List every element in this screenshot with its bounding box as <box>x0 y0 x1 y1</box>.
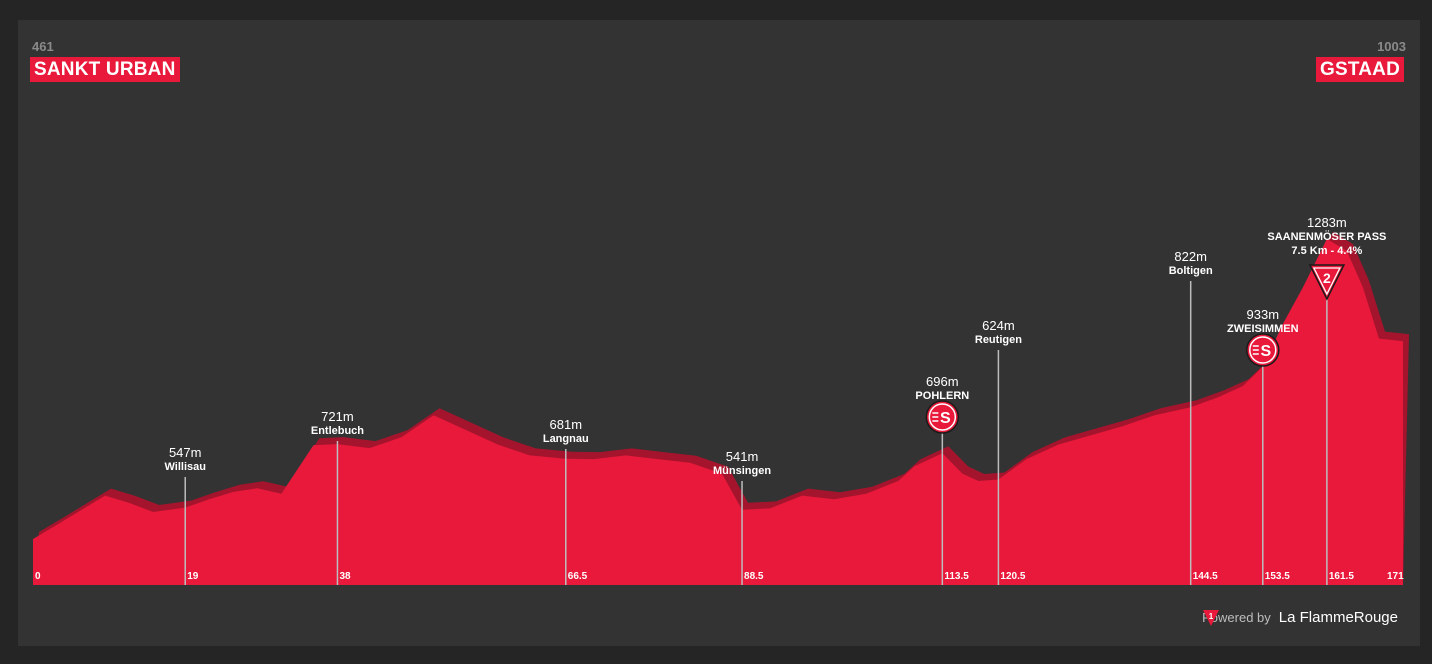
km-tick-label: 66.5 <box>567 571 588 582</box>
waypoint-name: Münsingen <box>713 465 772 477</box>
waypoint-label: 1283m SAANENMÖSER PASS 7.5 Km - 4.4% <box>1267 215 1386 258</box>
waypoint-label: 721m Entlebuch <box>311 409 364 438</box>
start-altitude: 461 <box>32 39 54 54</box>
svg-text:S: S <box>940 410 951 427</box>
waypoint-label: 822m Boltigen <box>1169 249 1213 278</box>
waypoint-altitude: 822m <box>1174 249 1207 264</box>
waypoint-label: 624m Reutigen <box>975 318 1022 347</box>
waypoint-altitude: 541m <box>725 449 759 464</box>
stage-profile: 461 SANKT URBAN 1003 GSTAAD S S 2 0 171 547m… <box>18 20 1420 646</box>
waypoint-label: 933m ZWEISIMMEN <box>1227 307 1299 336</box>
km-tick-label: 120.5 <box>1000 571 1026 582</box>
climb-detail: 7.5 Km - 4.4% <box>1291 245 1363 257</box>
waypoint-altitude: 1283m <box>1306 215 1347 230</box>
flamme-rouge-flag-icon: 1 <box>1203 610 1220 626</box>
sprint-marker-icon: S <box>1246 333 1280 367</box>
waypoint-name: Langnau <box>542 433 589 445</box>
kom-category-marker-icon: 2 <box>1308 264 1346 301</box>
km-tick-label: 88.5 <box>744 571 764 582</box>
waypoint-name: POHLERN <box>915 390 970 402</box>
waypoint-altitude: 933m <box>1246 307 1280 322</box>
waypoint-name: Reutigen <box>974 334 1022 346</box>
footer-credit: Powered by 1 La FlammeRouge <box>1202 609 1398 626</box>
elevation-chart: S S 2 <box>33 232 1409 585</box>
svg-text:S: S <box>1260 343 1271 360</box>
km-tick-label: 144.5 <box>1192 571 1218 582</box>
waypoint-altitude: 696m <box>926 374 959 389</box>
waypoint-name: SAANENMÖSER PASS <box>1267 231 1387 243</box>
svg-text:1: 1 <box>1209 612 1214 621</box>
finish-name-label: GSTAAD <box>1315 57 1404 82</box>
waypoint-altitude: 681m <box>549 417 583 432</box>
elevation-profile-area <box>33 239 1403 585</box>
waypoint-name: Entlebuch <box>310 425 365 437</box>
waypoint-name: ZWEISIMMEN <box>1227 323 1299 335</box>
waypoint-name: Boltigen <box>1168 265 1213 277</box>
sprint-marker-icon: S <box>925 400 960 434</box>
km-tick-label: 38 <box>339 571 351 582</box>
powered-by-text: Powered by <box>1202 610 1271 625</box>
finish-altitude: 1003 <box>1377 39 1406 54</box>
waypoint-altitude: 624m <box>982 318 1015 333</box>
waypoint-label: 681m Langnau <box>543 417 589 446</box>
waypoint-label: 541m Münsingen <box>713 449 771 478</box>
km-tick-label: 161.5 <box>1328 571 1354 582</box>
svg-text:2: 2 <box>1323 270 1331 286</box>
brand-name: La FlammeRouge <box>1278 609 1398 626</box>
waypoint-name: Willisau <box>164 461 206 473</box>
km-tick-label: 153.5 <box>1264 571 1290 582</box>
start-name-label: SANKT URBAN <box>30 57 180 82</box>
waypoint-label: 696m POHLERN <box>915 374 969 403</box>
waypoint-label: 547m Willisau <box>164 445 205 474</box>
km-tick-label: 0 <box>35 571 41 582</box>
km-tick-label: 19 <box>187 571 199 582</box>
waypoint-altitude: 547m <box>168 445 202 460</box>
km-tick-label: 113.5 <box>944 571 969 582</box>
km-tick-label: 171 <box>1387 571 1404 582</box>
waypoint-altitude: 721m <box>321 409 354 424</box>
